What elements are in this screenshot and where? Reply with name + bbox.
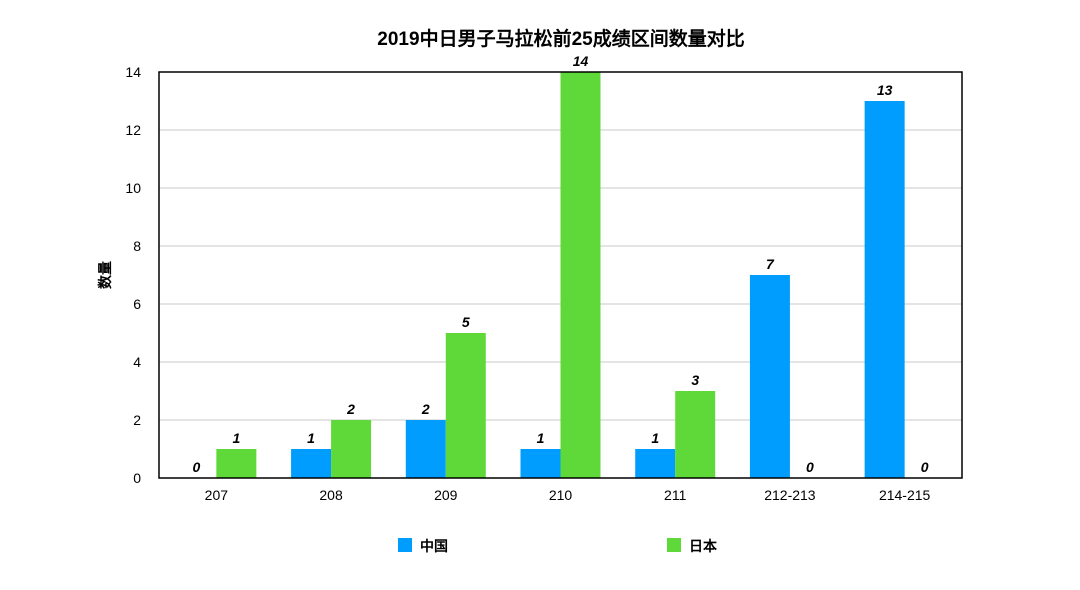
y-tick-label: 14 [125,64,141,80]
y-tick-label: 2 [133,412,141,428]
x-tick-label: 210 [549,487,573,503]
legend: 中国 日本 [398,538,718,554]
data-label: 0 [192,459,200,475]
bar-日本-210 [560,72,601,478]
data-label: 1 [651,430,659,446]
data-label: 5 [462,314,470,330]
data-label: 14 [573,53,589,69]
bar-中国-209 [405,420,446,478]
bar-中国-211 [635,449,676,478]
x-tick-label: 209 [434,487,458,503]
legend-label: 日本 [689,538,718,554]
data-label: 2 [346,401,355,417]
x-tick-label: 214-215 [879,487,931,503]
x-tick-label: 212-213 [764,487,816,503]
bar-中国-210 [520,449,561,478]
x-axis-ticks: 207 208 209 210 211 212-213 214-215 [205,487,931,503]
y-axis-title: 数量 [97,261,113,289]
data-label: 2 [421,401,430,417]
y-tick-label: 4 [133,354,141,370]
y-axis-ticks: 0 2 4 6 8 10 12 14 [125,64,141,486]
bar-中国-212-213 [749,275,790,478]
y-tick-label: 10 [125,180,141,196]
data-label: 0 [806,459,814,475]
data-label: 0 [921,459,929,475]
plot-frame [158,71,963,479]
bar-日本-211 [675,391,716,478]
bar-中国-208 [291,449,332,478]
legend-swatch [667,538,681,552]
bar-中国-214-215 [864,101,905,478]
legend-label: 中国 [420,538,448,554]
data-label: 1 [232,430,240,446]
x-tick-label: 208 [319,487,343,503]
data-label: 1 [537,430,545,446]
legend-swatch [398,538,412,552]
x-tick-label: 207 [205,487,229,503]
bar-日本-208 [331,420,372,478]
y-tick-label: 6 [133,296,141,312]
data-label: 13 [877,82,893,98]
y-tick-label: 12 [125,122,141,138]
bar-日本-209 [445,333,486,478]
bars [216,72,905,478]
bar-日本-207 [216,449,257,478]
y-tick-label: 0 [133,470,141,486]
data-label: 7 [766,256,775,272]
y-tick-label: 8 [133,238,141,254]
x-tick-label: 211 [664,487,687,503]
chart-title: 2019中日男子马拉松前25成绩区间数量对比 [377,27,744,50]
data-label: 3 [691,372,699,388]
data-label: 1 [307,430,315,446]
